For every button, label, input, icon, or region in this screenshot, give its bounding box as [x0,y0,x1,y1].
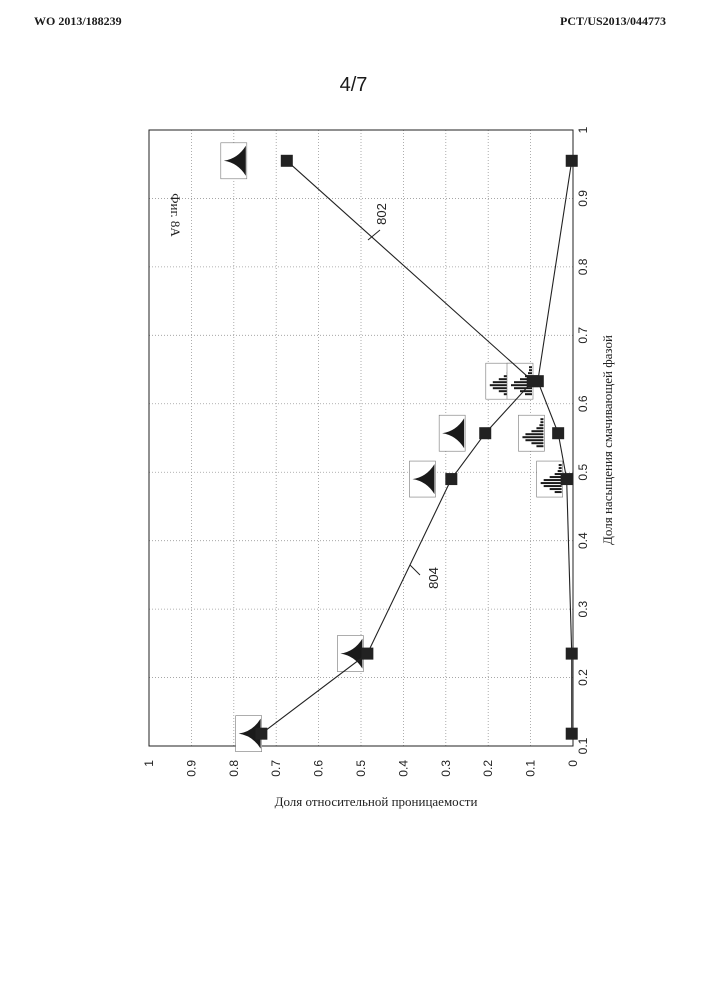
marker-802-5 [566,155,578,167]
chart-title-group: Фиг. 8А [168,193,183,237]
x-tick-label-8: 0.9 [576,190,590,207]
y-axis-label: Доля относительной проницаемости [275,794,478,809]
histogram-inset-7 [518,415,544,451]
y-tick-group-8: 0.8 [227,760,241,777]
x-tick-label-1: 0.2 [576,669,590,686]
x-axis-label: Доля насыщения смачивающей фазой [600,335,615,545]
marker-802-0 [566,728,578,740]
marker-804-4 [527,375,539,387]
y-tick-label-7: 0.7 [269,760,283,777]
y-tick-label-3: 0.3 [439,760,453,777]
y-tick-group-2: 0.2 [481,760,495,777]
marker-804-1 [361,648,373,660]
callout-804-label: 804 [426,567,441,589]
tick-labels: 0.1 0.2 0.3 0.4 0.5 0.6 0.7 0.8 0.9 1 0 0.1 0.2 0.3 0.… [142,126,590,776]
marker-804-5 [281,155,293,167]
y-tick-group-1: 0.1 [524,760,538,777]
x-tick-group-6: 0.7 [576,327,590,344]
y-tick-group-5: 0.5 [354,760,368,777]
marker-802-3 [552,427,564,439]
x-tick-label-4: 0.5 [576,464,590,481]
histogram-inset-2 [409,461,435,497]
marker-804-0 [255,728,267,740]
marker-804-3 [479,427,491,439]
x-tick-label-9: 1 [576,126,590,133]
callout-804: 804 [410,565,441,589]
y-tick-label-8: 0.8 [227,760,241,777]
callout-802: 802 [368,203,389,240]
y-tick-label-2: 0.2 [481,760,495,777]
x-tick-label-0: 0.1 [576,737,590,754]
x-tick-group-7: 0.8 [576,258,590,275]
x-tick-group-4: 0.5 [576,464,590,481]
xlabel-group: Доля насыщения смачивающей фазой [600,335,615,545]
y-tick-group-0: 0 [566,760,580,767]
y-tick-group-7: 0.7 [269,760,283,777]
y-tick-label-0: 0 [566,760,580,767]
histogram-inset-5 [221,143,247,179]
histogram-inset-3 [439,415,465,451]
y-tick-group-6: 0.6 [312,760,326,777]
x-tick-group-2: 0.3 [576,600,590,617]
x-tick-label-2: 0.3 [576,600,590,617]
callout-804-leader [410,565,420,575]
y-tick-label-5: 0.5 [354,760,368,777]
histogram-insets [221,143,563,752]
y-tick-group-9: 0.9 [184,760,198,777]
x-tick-group-5: 0.6 [576,395,590,412]
marker-804-2 [445,473,457,485]
marker-802-1 [566,648,578,660]
x-tick-group-3: 0.4 [576,532,590,549]
callout-802-label: 802 [374,203,389,225]
y-tick-label-6: 0.6 [312,760,326,777]
y-tick-group-10: 1 [142,760,156,767]
ylabel-group: Доля относительной проницаемости [275,794,478,809]
x-tick-group-8: 0.9 [576,190,590,207]
y-tick-label-1: 0.1 [524,760,538,777]
x-tick-group-1: 0.2 [576,669,590,686]
x-tick-label-6: 0.7 [576,327,590,344]
y-tick-group-3: 0.3 [439,760,453,777]
y-tick-label-9: 0.9 [184,760,198,777]
x-tick-group-0: 0.1 [576,737,590,754]
x-tick-label-5: 0.6 [576,395,590,412]
x-tick-label-3: 0.4 [576,532,590,549]
chart-title: Фиг. 8А [168,193,183,237]
y-tick-group-4: 0.4 [396,760,410,777]
series-line-804 [261,161,532,734]
x-tick-group-9: 1 [576,126,590,133]
y-tick-label-10: 1 [142,760,156,767]
histogram-inset-6 [537,461,563,497]
x-tick-label-7: 0.8 [576,258,590,275]
marker-802-2 [561,473,573,485]
y-tick-label-4: 0.4 [396,760,410,777]
